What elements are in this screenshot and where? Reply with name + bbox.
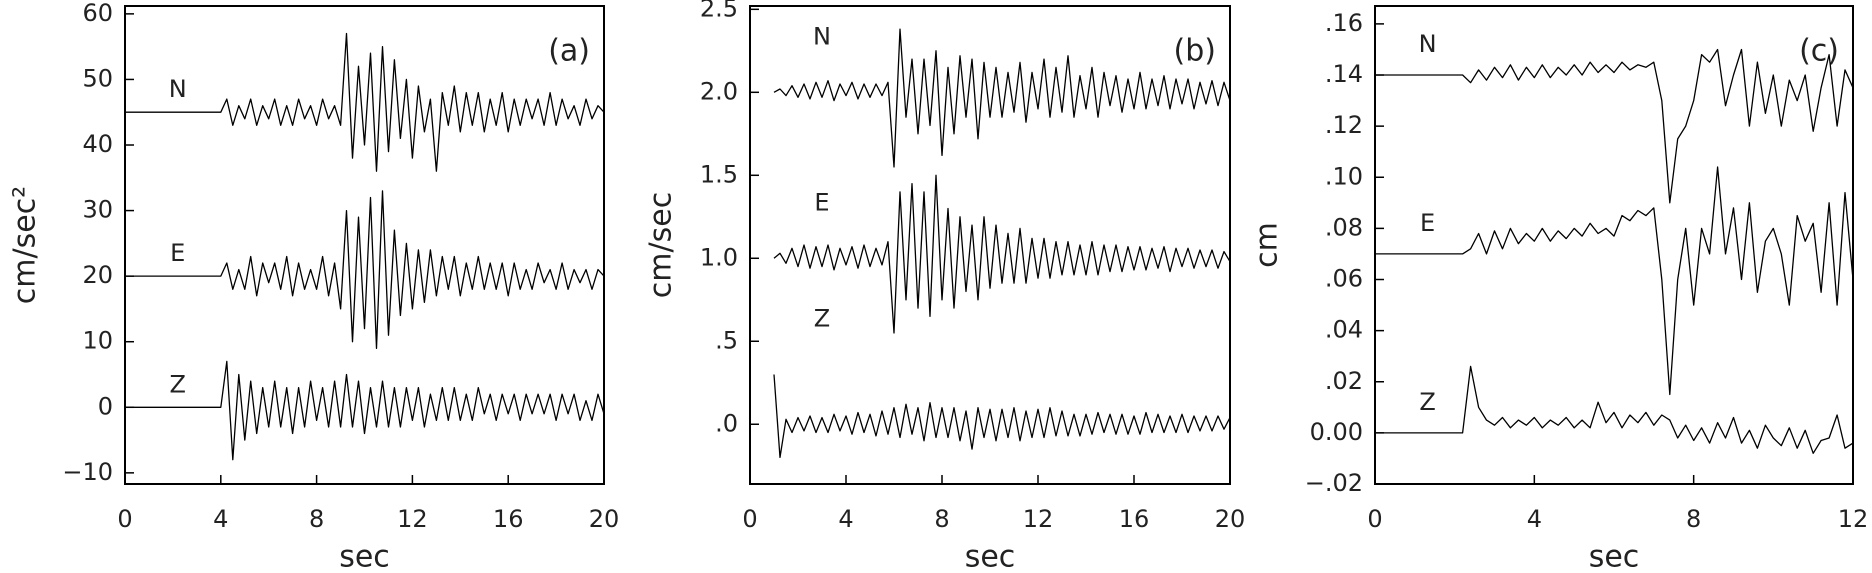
x-tick-label: 0: [1367, 505, 1382, 533]
y-tick-label: .16: [1325, 9, 1363, 37]
trace: [125, 32, 605, 172]
y-tick-label: 40: [82, 130, 113, 158]
trace: [1375, 365, 1854, 454]
series-label: Z: [1419, 388, 1435, 416]
y-tick-label: .06: [1325, 265, 1363, 293]
trace: [125, 190, 605, 349]
x-tick-label: 8: [934, 505, 949, 533]
y-tick-label: 1.5: [700, 160, 738, 188]
y-tick-label: .02: [1325, 367, 1363, 395]
x-axis-label: sec: [339, 540, 390, 573]
x-tick-label: 0: [117, 505, 132, 533]
y-tick-label: 1.0: [700, 243, 738, 271]
trace: [1375, 48, 1854, 204]
x-tick-label: 20: [1215, 505, 1246, 533]
y-tick-label: .5: [715, 326, 738, 354]
y-tick-label: .14: [1325, 60, 1363, 88]
trace: [773, 174, 1231, 334]
panel-label: (c): [1799, 34, 1839, 69]
x-tick-label: 12: [1023, 505, 1054, 533]
x-axis-label: sec: [965, 540, 1016, 573]
series-label: E: [1420, 209, 1435, 237]
x-tick-label: 8: [1686, 505, 1701, 533]
trace: [125, 360, 605, 461]
trace: [773, 28, 1231, 168]
x-tick-label: 12: [1838, 505, 1869, 533]
x-tick-label: 20: [589, 505, 620, 533]
y-tick-label: .04: [1325, 316, 1363, 344]
x-axis-label: sec: [1589, 540, 1640, 573]
y-tick-label: 0: [98, 392, 113, 420]
y-axis-label: cm: [1250, 222, 1285, 268]
x-tick-label: 4: [1527, 505, 1542, 533]
y-tick-label: .10: [1325, 162, 1363, 190]
x-tick-label: 4: [213, 505, 228, 533]
y-tick-label: 2.0: [700, 77, 738, 105]
y-tick-label: .0: [715, 409, 738, 437]
plot-frame: [1374, 5, 1854, 485]
y-tick-label: −.02: [1305, 469, 1363, 497]
x-tick-label: 8: [309, 505, 324, 533]
x-tick-label: 0: [742, 505, 757, 533]
y-tick-label: 0.00: [1310, 418, 1363, 446]
y-tick-label: .12: [1325, 111, 1363, 139]
series-label: Z: [169, 370, 185, 398]
series-label: N: [169, 75, 187, 103]
y-tick-label: 60: [82, 0, 113, 27]
x-tick-label: 12: [397, 505, 428, 533]
y-axis-label: cm/sec²: [8, 186, 43, 304]
series-label: N: [1419, 30, 1437, 58]
panel-label: (a): [548, 34, 590, 69]
y-tick-label: 50: [82, 64, 113, 92]
series-label: E: [814, 188, 829, 216]
x-tick-label: 4: [838, 505, 853, 533]
trace: [1375, 166, 1854, 396]
series-label: N: [813, 22, 831, 50]
trace: [773, 374, 1231, 459]
series-label: E: [170, 239, 185, 267]
y-tick-label: .08: [1325, 213, 1363, 241]
x-tick-label: 16: [1119, 505, 1150, 533]
plot-frame: [124, 5, 605, 485]
y-tick-label: 2.5: [700, 0, 738, 22]
series-label: Z: [814, 304, 830, 332]
plot-frame: [749, 5, 1231, 485]
y-tick-label: 10: [82, 327, 113, 355]
x-tick-label: 16: [493, 505, 524, 533]
y-tick-label: 30: [82, 196, 113, 224]
y-tick-label: 20: [82, 261, 113, 289]
y-tick-label: −10: [62, 458, 113, 486]
panel-label: (b): [1174, 34, 1216, 69]
y-axis-label: cm/sec: [644, 192, 679, 298]
